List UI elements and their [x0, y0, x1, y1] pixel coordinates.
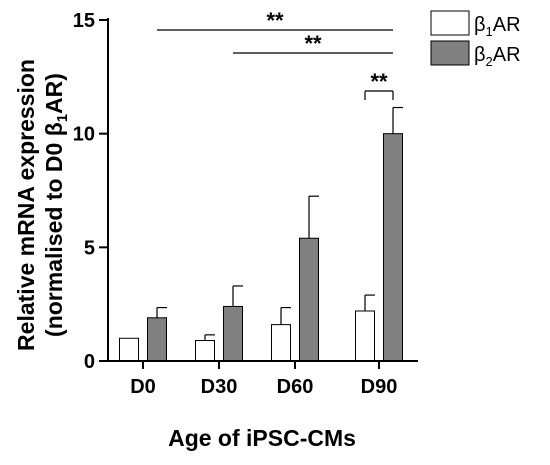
- legend-swatch-beta1: [430, 10, 470, 36]
- bar-series2-d30: [223, 305, 243, 362]
- significance-label-1: **: [266, 8, 284, 33]
- y-tick-label-15: 15: [73, 10, 95, 32]
- bars-layer: [119, 133, 403, 362]
- legend-label-beta2-sub: 2: [486, 54, 493, 69]
- y-axis-label-line2-end: AR): [41, 73, 67, 114]
- legend-label-beta1: β1AR: [474, 14, 521, 39]
- significance-label-2: **: [304, 31, 322, 56]
- bar-series1-d60: [271, 324, 291, 362]
- y-ticks-layer: 0 5 10 15: [73, 10, 108, 373]
- y-tick-label-0: 0: [84, 351, 95, 373]
- error-bars-layer: [156, 106, 403, 341]
- legend-label-beta2-main: β: [474, 44, 486, 66]
- legend: β1AR β2AR: [430, 10, 521, 69]
- y-axis-label-line1: Relative mRNA expression: [13, 59, 39, 351]
- bar-series1-d30: [195, 340, 215, 362]
- significance-layer: ** ** **: [157, 8, 394, 100]
- x-axis-label: Age of iPSC-CMs: [168, 425, 356, 451]
- x-tick-label-d0: D0: [130, 376, 156, 398]
- bar-series2-d60: [299, 237, 319, 362]
- legend-label-beta1-sub: 1: [486, 24, 493, 39]
- y-axis-label-line2: (normalised to D0 β1AR): [41, 73, 71, 337]
- x-tick-label-d60: D60: [277, 376, 314, 398]
- y-axis-label-line2-sub: 1: [54, 114, 71, 122]
- bar-series2-d90: [383, 133, 403, 362]
- significance-label-3: **: [370, 69, 388, 94]
- axes-layer: [107, 18, 418, 362]
- legend-label-beta1-rest: AR: [493, 14, 521, 36]
- legend-swatch-beta2: [430, 40, 470, 66]
- legend-label-beta2-rest: AR: [493, 44, 521, 66]
- y-tick-label-5: 5: [84, 237, 95, 259]
- bar-series1-d90: [355, 310, 375, 362]
- y-tick-label-10: 10: [73, 124, 95, 146]
- legend-label-beta2: β2AR: [474, 44, 521, 69]
- x-tick-label-d30: D30: [201, 376, 238, 398]
- x-ticks-layer: D0 D30 D60 D90: [130, 361, 397, 398]
- legend-label-beta1-main: β: [474, 14, 486, 36]
- bar-series2-d0: [147, 317, 167, 362]
- x-tick-label-d90: D90: [361, 376, 398, 398]
- y-axis-label-line2-main: (normalised to D0 β: [41, 122, 67, 337]
- bar-series1-d0: [119, 337, 139, 362]
